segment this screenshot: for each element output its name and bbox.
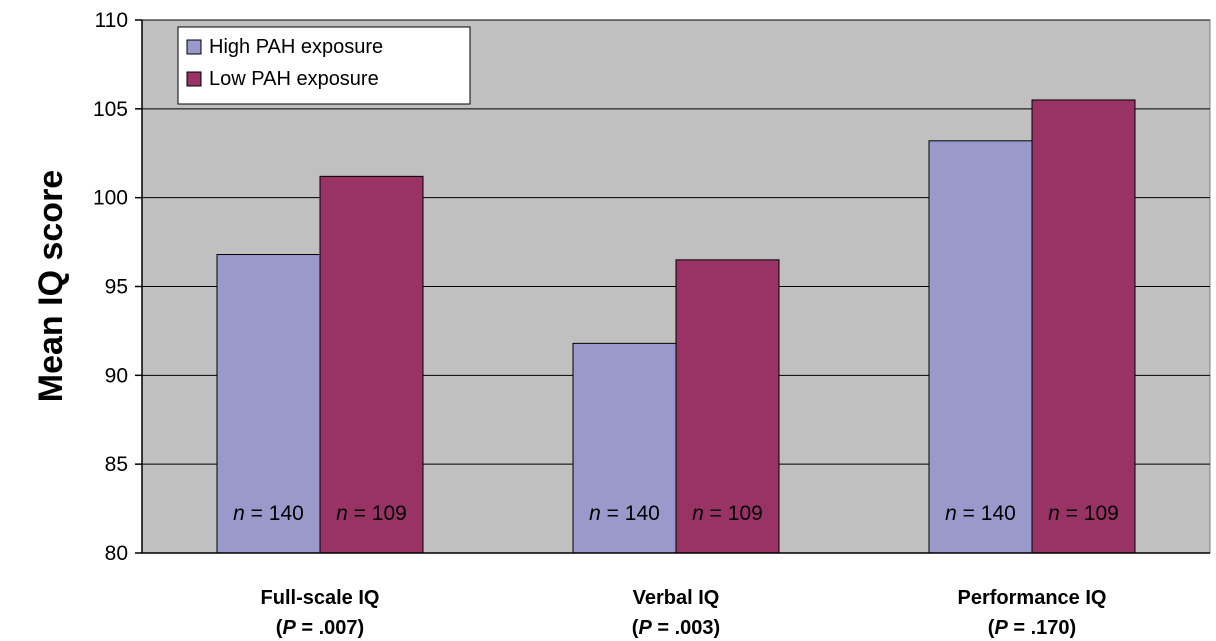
legend-swatch bbox=[186, 71, 202, 87]
n-label-value: = 109 bbox=[704, 502, 763, 525]
n-label-symbol: n bbox=[336, 502, 348, 525]
bar-high-pah bbox=[928, 140, 1033, 554]
bars bbox=[216, 99, 1136, 554]
n-label: n = 109 bbox=[336, 502, 407, 525]
n-labels: n = 140 n = 109 n = 140 n = 109 n = 140 n = 1… bbox=[233, 502, 1119, 525]
p-open: ( bbox=[276, 617, 283, 639]
p-value: = .170) bbox=[1008, 617, 1076, 639]
y-tick-label: 105 bbox=[93, 98, 128, 121]
legend-swatch bbox=[186, 39, 202, 55]
n-label-value: = 109 bbox=[1060, 502, 1119, 525]
n-label-value: = 140 bbox=[957, 502, 1016, 525]
x-category-label: Performance IQ bbox=[958, 587, 1107, 609]
bar-high-pah bbox=[572, 342, 677, 554]
legend-box bbox=[177, 26, 471, 105]
y-tick-label: 100 bbox=[93, 187, 128, 210]
n-label-symbol: n bbox=[589, 502, 601, 525]
x-category-label: Verbal IQ bbox=[633, 587, 720, 609]
p-symbol: P bbox=[994, 617, 1008, 639]
p-value: = .003) bbox=[652, 617, 720, 639]
x-category-pvalue: (P = .007) bbox=[276, 617, 364, 639]
n-label-value: = 140 bbox=[245, 502, 304, 525]
legend: High PAH exposure Low PAH exposure bbox=[177, 26, 471, 105]
x-category-label: Full-scale IQ bbox=[261, 587, 380, 609]
legend-label: Low PAH exposure bbox=[209, 68, 379, 90]
n-label-symbol: n bbox=[692, 502, 704, 525]
y-axis-label: Mean IQ score bbox=[32, 170, 70, 402]
y-tick-label: 80 bbox=[105, 542, 128, 565]
n-label-symbol: n bbox=[233, 502, 245, 525]
y-tick-label: 85 bbox=[105, 453, 128, 476]
n-label: n = 109 bbox=[692, 502, 763, 525]
bar-low-pah bbox=[1031, 99, 1136, 554]
p-symbol: P bbox=[282, 617, 296, 639]
n-label: n = 140 bbox=[945, 502, 1016, 525]
n-label-value: = 140 bbox=[601, 502, 660, 525]
y-ticks: 80 85 90 95 100 105 110 bbox=[93, 9, 142, 565]
legend-label: High PAH exposure bbox=[209, 36, 383, 58]
n-label: n = 109 bbox=[1048, 502, 1119, 525]
p-symbol: P bbox=[638, 617, 652, 639]
y-tick-label: 110 bbox=[95, 9, 128, 32]
p-open: ( bbox=[632, 617, 639, 639]
n-label-value: = 109 bbox=[348, 502, 407, 525]
n-label: n = 140 bbox=[589, 502, 660, 525]
x-category-pvalue: (P = .003) bbox=[632, 617, 720, 639]
n-label-symbol: n bbox=[945, 502, 957, 525]
bar-low-pah bbox=[675, 259, 780, 554]
n-label-symbol: n bbox=[1048, 502, 1060, 525]
p-open: ( bbox=[988, 617, 995, 639]
y-tick-label: 95 bbox=[105, 276, 128, 299]
p-value: = .007) bbox=[296, 617, 364, 639]
y-tick-label: 90 bbox=[105, 364, 128, 387]
x-category-pvalue: (P = .170) bbox=[988, 617, 1076, 639]
n-label: n = 140 bbox=[233, 502, 304, 525]
x-category-labels: Full-scale IQ(P = .007)Verbal IQ(P = .00… bbox=[261, 587, 1107, 639]
bar-low-pah bbox=[319, 175, 424, 554]
